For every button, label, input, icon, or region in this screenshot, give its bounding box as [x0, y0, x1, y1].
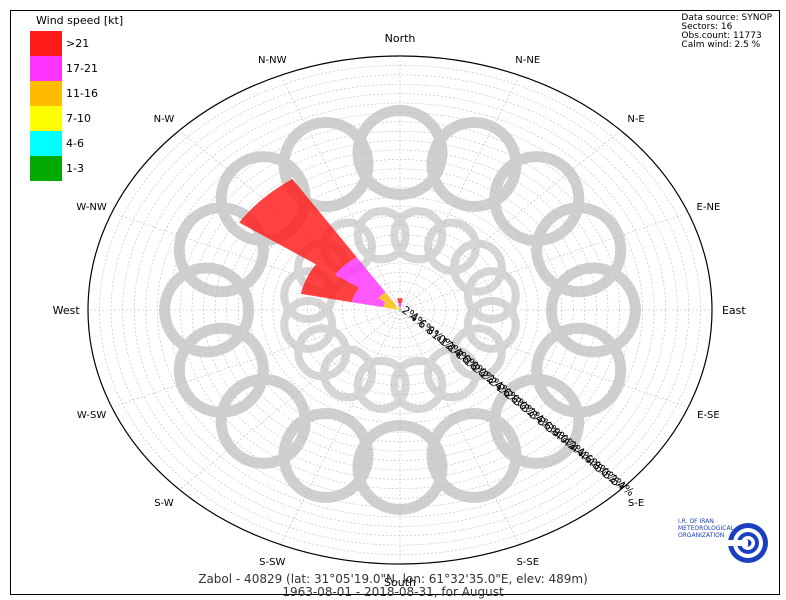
legend-item: 17-21	[30, 56, 123, 81]
grid-spoke	[399, 212, 689, 311]
watermark-ring	[294, 324, 351, 381]
info-sectors: Sectors: 16	[681, 22, 733, 32]
grid-ring	[376, 290, 424, 330]
rose-bar	[239, 179, 357, 275]
watermark-ring	[353, 207, 410, 264]
info-obs-count: Obs.count: 11773	[681, 31, 762, 41]
grid-ring	[157, 112, 643, 508]
grid-ring	[168, 121, 632, 499]
direction-label: E-SE	[697, 410, 720, 421]
rose-bar	[378, 292, 397, 308]
grid-spoke	[399, 130, 621, 311]
grid-ring	[272, 206, 528, 414]
legend-swatch	[30, 31, 62, 56]
watermark-ring	[463, 296, 520, 353]
logo-emblem-icon	[728, 523, 768, 563]
watermark-ring	[545, 262, 641, 358]
rose-grid	[87, 55, 713, 565]
legend-label: 4-6	[66, 137, 84, 150]
legend-item: 7-10	[30, 106, 123, 131]
legend-item: 11-16	[30, 81, 123, 106]
grid-spoke	[111, 309, 401, 408]
direction-label: South	[384, 576, 416, 589]
direction-label: S-SE	[516, 557, 539, 568]
chart-title: Zabol - 40829 (lat: 31°05'19.0"N, lon: 6…	[198, 572, 588, 586]
legend-swatch	[30, 131, 62, 156]
rose-bars	[239, 179, 403, 310]
chart-subtitle: 1963-08-01 - 2018-08-31, for August	[282, 585, 504, 599]
direction-label: N-E	[627, 114, 644, 125]
rose-bar	[300, 264, 360, 303]
grid-spoke	[179, 130, 401, 311]
logo-line-2: METEOROLOGICAL	[678, 525, 735, 532]
chart-footer: Zabol - 40829 (lat: 31°05'19.0"N, lon: 6…	[0, 573, 786, 599]
legend-label: 1-3	[66, 162, 84, 175]
rose-bar	[397, 308, 400, 310]
legend-label: 7-10	[66, 112, 91, 125]
watermark-ring	[390, 207, 447, 264]
rose-bar	[335, 257, 386, 299]
legend-swatch	[30, 56, 62, 81]
watermark-ring	[352, 105, 448, 201]
direction-label: W-SW	[77, 410, 106, 421]
watermark-ring	[449, 239, 506, 296]
grid-spoke	[111, 212, 401, 311]
legend-swatch	[30, 106, 62, 131]
direction-label: S-W	[154, 498, 174, 509]
watermark-ring	[424, 345, 481, 402]
grid-ring	[284, 215, 516, 405]
direction-label: N-NW	[258, 55, 287, 66]
direction-label: W-NW	[76, 202, 107, 213]
direction-labels: North N-NE N-E E-NE East E-SE S-E S-SE South S-SW…	[53, 32, 747, 589]
direction-label: West	[53, 304, 81, 317]
direction-label: E-NE	[697, 202, 721, 213]
legend-item: 4-6	[30, 131, 123, 156]
watermark-pattern	[159, 105, 641, 515]
rose-bar	[398, 302, 402, 308]
watermark-ring	[173, 322, 269, 418]
legend-item: 1-3	[30, 156, 123, 181]
rose-bar	[397, 298, 403, 304]
logo-line-3: ORGANIZATION	[678, 532, 724, 539]
grid-spoke	[399, 309, 689, 408]
direction-label: North	[385, 32, 416, 45]
direction-label: S-E	[628, 498, 644, 509]
grid-spoke	[179, 309, 401, 490]
rose-bar	[383, 302, 398, 310]
percent-labels: 2%4%6%8%10%12%14%16%18%20%22%24%26%28%30…	[399, 303, 636, 499]
legend-label: 17-21	[66, 62, 98, 75]
legend-label: >21	[66, 37, 90, 50]
grid-ring	[145, 102, 655, 518]
watermark-ring	[426, 407, 522, 503]
direction-label: East	[722, 304, 746, 317]
watermark-ring	[390, 356, 447, 413]
rose-bar	[399, 307, 401, 310]
watermark-ring	[159, 262, 255, 358]
direction-label: S-SW	[259, 557, 285, 568]
legend-swatch	[30, 156, 62, 181]
logo-line-1: I.R. OF IRAN	[678, 518, 714, 525]
info-box: Data source: SYNOP Sectors: 16 Obs.count…	[681, 14, 772, 50]
grid-ring	[249, 187, 551, 433]
watermark-ring	[352, 419, 448, 515]
watermark-ring	[353, 356, 410, 413]
legend-label: 11-16	[66, 87, 98, 100]
meteorological-organization-logo: I.R. OF IRAN METEOROLOGICAL ORGANIZATION	[678, 518, 768, 563]
direction-label: N-NE	[515, 55, 540, 66]
grid-ring	[180, 130, 620, 490]
rose-bar	[395, 306, 400, 310]
legend-swatch	[30, 81, 62, 106]
watermark-ring	[278, 117, 374, 213]
grid-spoke	[399, 309, 621, 490]
watermark-ring	[531, 202, 627, 298]
speed-legend: Wind speed [kt] >21 17-21 11-16 7-10 4-6 1-3	[30, 14, 123, 181]
info-calm-wind: Calm wind: 2.5 %	[681, 40, 761, 50]
rose-bar	[351, 287, 386, 308]
info-data-source: Data source: SYNOP	[681, 13, 772, 23]
legend-title: Wind speed [kt]	[36, 14, 124, 27]
direction-label: N-W	[154, 114, 175, 125]
legend-item: >21	[30, 31, 123, 56]
